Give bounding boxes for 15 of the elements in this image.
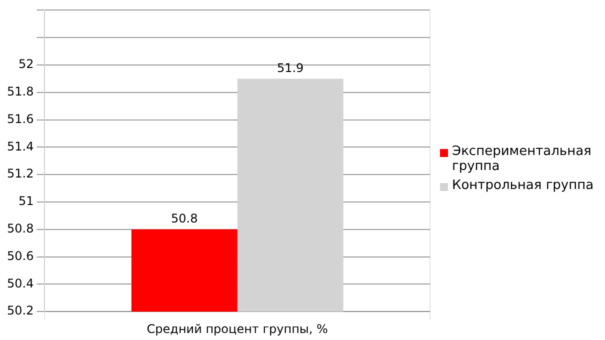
y-tick-label: 51.2 <box>7 166 34 181</box>
x-tick-label: Средний процент группы, % <box>146 322 328 336</box>
y-tick-label: 50.6 <box>7 248 34 263</box>
y-tick-label: 50.4 <box>7 276 34 290</box>
data-label: 50.8 <box>171 212 198 226</box>
y-tick-label: 51 <box>18 194 34 208</box>
legend-label: Экспериментальная группа <box>452 144 592 174</box>
y-tick-label: 52 <box>18 57 34 72</box>
data-label: 51.9 <box>276 60 304 75</box>
y-tick-label: 51.6 <box>7 112 34 126</box>
y-tick-label: 50.2 <box>7 304 34 318</box>
y-tick-label: 50.8 <box>7 222 34 236</box>
y-tick-label: 51.8 <box>7 84 34 99</box>
y-tick-label: 51.4 <box>7 139 34 154</box>
legend-label: Контрольная группа <box>452 178 594 192</box>
